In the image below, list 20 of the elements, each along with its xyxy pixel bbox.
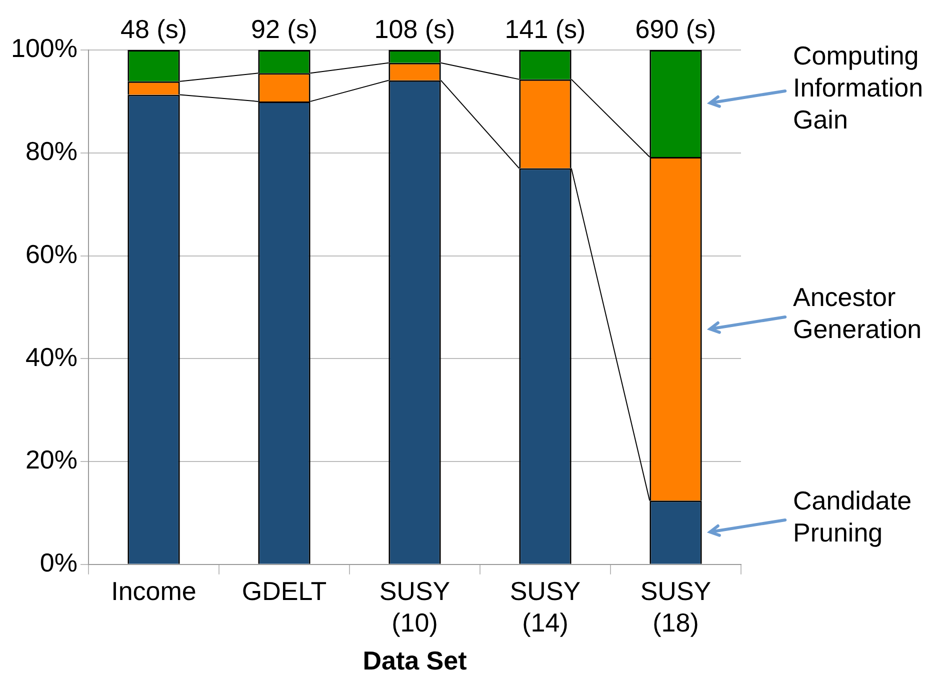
text: Ancestor Generation [793, 282, 922, 344]
y-tick-label: 40% [25, 342, 78, 372]
y-tick-label: 0% [40, 548, 78, 578]
y-tick-label: 20% [25, 444, 78, 475]
annotation: 690 (s) [635, 14, 716, 44]
x-tick-label: SUSY (14) [510, 576, 581, 638]
annotation: 141 (s) [504, 14, 586, 44]
annotation: 108 (s) [374, 14, 456, 44]
annotation: 92 (s) [251, 14, 318, 44]
x-tick-label: SUSY (18) [640, 576, 712, 638]
x-tick-label: GDELT [242, 576, 327, 606]
x-tick-label: SUSY (10) [379, 576, 450, 638]
text: Computing Information Gain [793, 40, 924, 135]
annotation: 48 (s) [120, 14, 187, 44]
x-axis-title: Data Set [362, 646, 468, 676]
x-tick-label: Income [111, 576, 196, 606]
y-tick-label: 100% [11, 33, 78, 64]
y-tick-label: 60% [25, 238, 78, 269]
y-tick-label: 80% [25, 136, 78, 166]
text: Candidate Pruning [793, 485, 912, 548]
